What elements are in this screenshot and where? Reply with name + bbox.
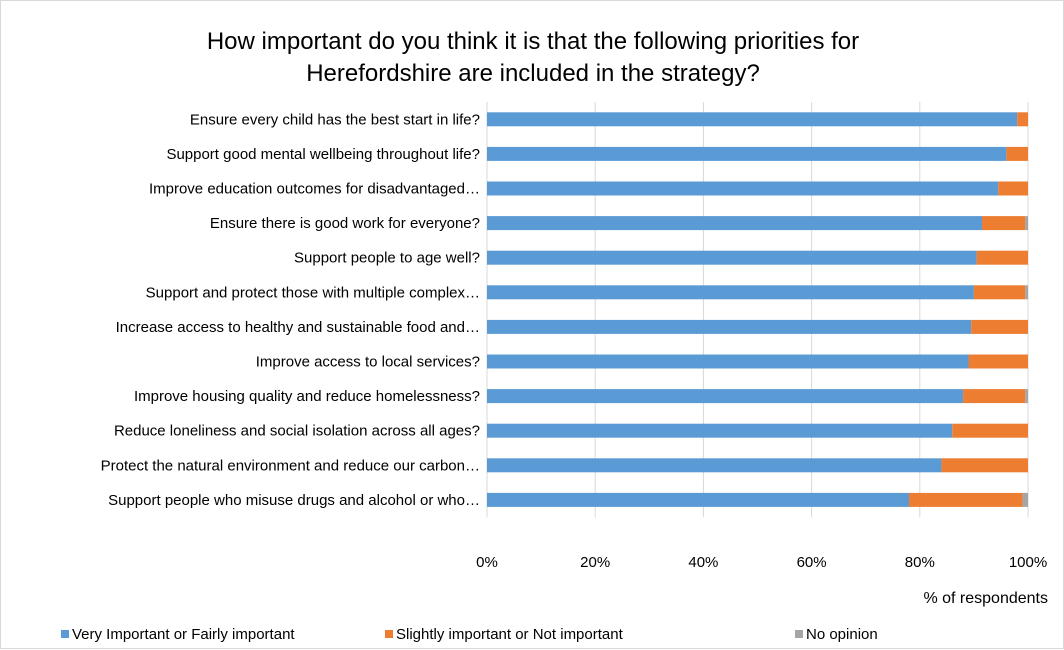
category-labels: Ensure every child has the best start in… — [101, 111, 480, 509]
bar-segment-series-2 — [971, 319, 1028, 334]
category-label: Reduce loneliness and social isolation a… — [114, 423, 480, 440]
bar-segment-series-1 — [487, 492, 909, 507]
category-label: Increase access to healthy and sustainab… — [116, 319, 480, 336]
bar-segment-series-3 — [1025, 389, 1028, 404]
bar-segment-series-1 — [487, 319, 972, 334]
x-tick-label: 40% — [688, 554, 718, 571]
x-tick-label: 80% — [905, 554, 935, 571]
gridlines — [486, 102, 1029, 518]
bar-segment-series-1 — [487, 354, 969, 369]
bar-segment-series-1 — [487, 181, 999, 196]
legend: Very Important or Fairly important Slight… — [61, 626, 878, 643]
chart-title-line-2: Herefordshire are included in the strate… — [306, 60, 760, 87]
bar-segment-series-2 — [908, 492, 1023, 507]
legend-swatch — [795, 630, 803, 638]
legend-label: Very Important or Fairly important — [72, 626, 295, 643]
category-label: Ensure every child has the best start in… — [190, 111, 480, 128]
legend-label: No opinion — [806, 626, 878, 643]
x-tick-label: 60% — [797, 554, 827, 571]
category-label: Ensure there is good work for everyone? — [210, 215, 480, 232]
bar-segment-series-1 — [487, 285, 974, 300]
bar-segment-series-1 — [487, 146, 1007, 161]
legend-label: Slightly important or Not important — [396, 626, 624, 643]
bar-segment-series-2 — [941, 458, 1028, 473]
bar-segment-series-3 — [1025, 216, 1028, 231]
x-tick-labels: 0% 20% 40% 60% 80% 100% — [476, 554, 1047, 571]
bar-segment-series-2 — [1006, 146, 1028, 161]
x-tick-label: 20% — [580, 554, 610, 571]
bar-segment-series-2 — [973, 285, 1026, 300]
category-label: Support and protect those with multiple … — [146, 284, 480, 301]
category-label: Improve access to local services? — [256, 354, 480, 371]
bar-segment-series-1 — [487, 389, 964, 404]
x-tick-label: 0% — [476, 554, 498, 571]
legend-swatch — [61, 630, 69, 638]
category-label: Support good mental wellbeing throughout… — [166, 146, 480, 163]
bar-segment-series-2 — [952, 423, 1028, 438]
bar-segment-series-3 — [1025, 285, 1028, 300]
legend-swatch — [385, 630, 393, 638]
bar-segment-series-2 — [968, 354, 1028, 369]
bar-segment-series-1 — [487, 250, 977, 265]
chart-title-line-1: How important do you think it is that th… — [207, 28, 859, 55]
bars — [487, 112, 1028, 507]
category-label: Improve education outcomes for disadvant… — [149, 181, 480, 198]
bar-segment-series-2 — [976, 250, 1028, 265]
bar-segment-series-2 — [982, 216, 1026, 231]
bar-segment-series-1 — [487, 112, 1018, 127]
bar-segment-series-3 — [1022, 492, 1028, 507]
bar-segment-series-2 — [963, 389, 1026, 404]
category-label: Support people to age well? — [294, 250, 480, 267]
x-axis-title: % of respondents — [923, 590, 1048, 607]
bar-segment-series-1 — [487, 216, 983, 231]
bar-segment-series-2 — [1017, 112, 1028, 127]
bar-segment-series-1 — [487, 423, 953, 438]
bar-segment-series-2 — [998, 181, 1028, 196]
category-label: Improve housing quality and reduce homel… — [134, 388, 480, 405]
category-label: Support people who misuse drugs and alco… — [108, 492, 480, 509]
x-tick-label: 100% — [1009, 554, 1047, 571]
category-label: Protect the natural environment and redu… — [101, 457, 480, 474]
bar-segment-series-1 — [487, 458, 942, 473]
